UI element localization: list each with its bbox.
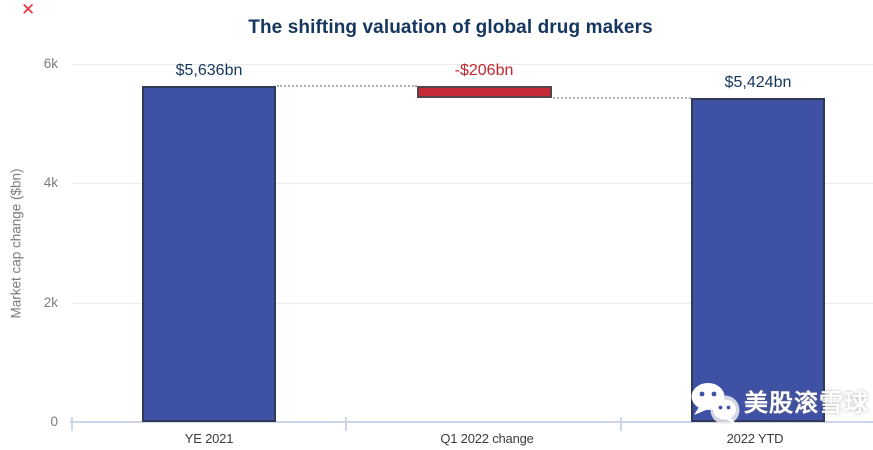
waterfall-connector — [553, 97, 691, 99]
x-tick-label: YE 2021 — [184, 431, 234, 446]
x-axis-line — [70, 421, 873, 423]
wechat-icon — [690, 381, 742, 427]
bar-value-label: $5,424bn — [724, 74, 792, 92]
bar-q1-2022-change — [417, 85, 552, 98]
y-tick-label: 4k — [43, 175, 58, 191]
bar-value-label: $5,636bn — [175, 61, 243, 79]
y-tick-label: 0 — [50, 414, 58, 429]
y-tick-label: 2k — [43, 294, 58, 310]
watermark: 美股滚雪球 — [690, 381, 869, 427]
watermark-text: 美股滚雪球 — [744, 390, 869, 417]
x-tick-label: Q1 2022 change — [440, 431, 534, 446]
bar-ye-2021 — [142, 85, 276, 422]
gridline — [72, 183, 873, 185]
chart-title: The shifting valuation of global drug ma… — [248, 17, 653, 38]
red-x-mark: ✕ — [21, 0, 36, 19]
bar-2022-ytd — [691, 98, 825, 422]
gridline — [72, 64, 873, 65]
y-tick-label: 6k — [43, 56, 58, 71]
x-axis-tick — [71, 417, 73, 431]
waterfall-connector — [277, 84, 417, 87]
x-axis-tick — [345, 417, 347, 431]
gridline — [72, 302, 873, 304]
bar-value-label: -$206bn — [454, 61, 514, 79]
x-tick-label: 2022 YTD — [726, 431, 784, 446]
x-axis-tick — [620, 417, 622, 431]
